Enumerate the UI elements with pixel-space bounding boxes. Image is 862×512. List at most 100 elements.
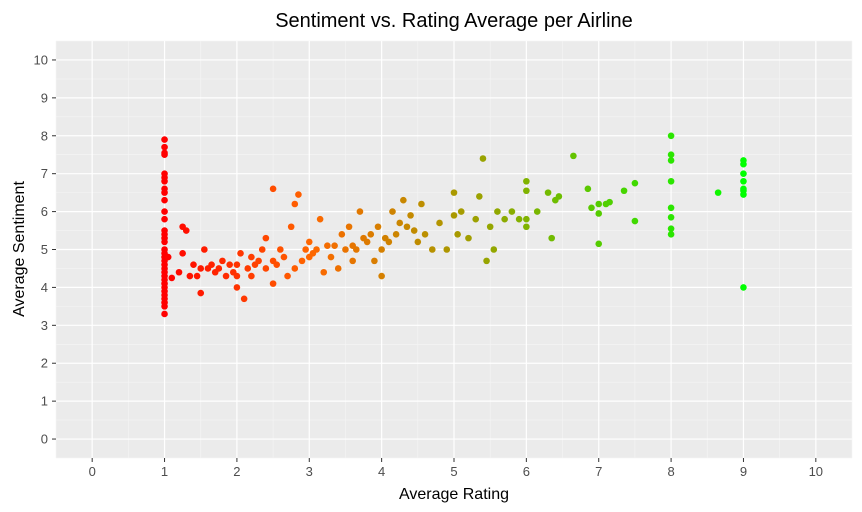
data-point: [367, 231, 375, 238]
data-point: [631, 179, 639, 187]
data-point: [378, 272, 385, 280]
x-tick-label: 0: [89, 464, 96, 479]
data-point: [320, 268, 328, 276]
data-point: [486, 223, 494, 231]
data-point: [667, 177, 675, 185]
data-point: [515, 215, 523, 223]
data-point: [450, 189, 458, 196]
data-point: [201, 246, 208, 253]
data-point: [410, 227, 418, 234]
data-point: [472, 215, 480, 223]
data-point: [353, 246, 360, 253]
data-point: [667, 231, 675, 238]
data-point: [378, 246, 385, 253]
data-point: [287, 223, 295, 231]
x-tick-label: 10: [809, 464, 823, 479]
data-point: [465, 234, 472, 242]
data-point: [295, 191, 302, 198]
data-point: [523, 223, 530, 231]
data-point: [248, 253, 255, 261]
data-point: [414, 238, 422, 246]
data-point: [219, 257, 226, 265]
data-point: [161, 136, 168, 143]
data-point: [606, 198, 613, 206]
y-tick-label: 7: [41, 166, 48, 181]
data-point: [389, 208, 396, 215]
data-point: [262, 265, 270, 272]
data-point: [161, 215, 168, 223]
data-point: [385, 238, 393, 246]
data-point: [233, 284, 241, 291]
data-point: [237, 249, 244, 257]
data-point: [161, 151, 168, 159]
data-point: [555, 193, 563, 200]
y-tick-label: 8: [41, 128, 48, 143]
data-point: [324, 242, 331, 250]
data-point: [740, 160, 747, 168]
data-point: [490, 246, 498, 253]
data-point: [740, 170, 747, 177]
data-point: [233, 272, 241, 280]
data-point: [740, 191, 747, 198]
data-point: [284, 272, 291, 280]
data-point: [277, 246, 284, 253]
data-point: [197, 265, 205, 272]
data-point: [313, 246, 320, 253]
data-point: [740, 284, 747, 291]
data-point: [161, 189, 168, 196]
data-point: [450, 212, 458, 219]
data-point: [161, 143, 168, 151]
x-axis-title: Average Rating: [399, 486, 509, 503]
data-point: [400, 196, 407, 204]
data-point: [363, 238, 371, 246]
data-point: [494, 208, 501, 215]
data-point: [533, 208, 541, 215]
data-point: [291, 265, 299, 272]
data-point: [595, 240, 603, 248]
data-point: [667, 132, 675, 140]
y-tick-label: 1: [41, 394, 48, 409]
data-point: [168, 274, 176, 282]
y-tick-label: 5: [41, 242, 48, 257]
y-axis-title: Average Sentiment: [11, 181, 28, 317]
data-point: [428, 246, 436, 253]
data-point: [269, 185, 277, 193]
x-tick-label: 8: [667, 464, 674, 479]
data-point: [418, 200, 425, 208]
data-point: [595, 210, 603, 217]
data-point: [548, 234, 555, 242]
data-point: [316, 215, 324, 223]
x-tick-label: 6: [523, 464, 530, 479]
data-point: [233, 261, 241, 268]
data-point: [161, 196, 168, 204]
data-point: [443, 246, 451, 253]
x-tick-label: 2: [233, 464, 240, 479]
data-point: [161, 177, 168, 185]
data-point: [356, 208, 364, 215]
data-point: [667, 157, 675, 164]
data-point: [392, 231, 400, 238]
data-point: [215, 265, 223, 272]
data-point: [501, 215, 508, 223]
data-point: [454, 231, 461, 238]
data-point: [186, 272, 194, 280]
x-axis: 0 1 2 3 4 5 6 7 8 9 10: [89, 458, 823, 479]
data-point: [305, 238, 313, 246]
data-point: [667, 213, 675, 221]
data-point: [570, 152, 577, 160]
y-tick-label: 4: [41, 280, 48, 295]
x-tick-label: 7: [595, 464, 602, 479]
data-point: [457, 208, 465, 215]
y-tick-label: 9: [41, 90, 48, 105]
data-point: [248, 272, 255, 280]
data-point: [544, 189, 552, 196]
data-point: [190, 261, 197, 268]
data-point: [291, 200, 299, 208]
data-point: [588, 204, 595, 212]
data-point: [523, 177, 530, 185]
data-point: [523, 187, 530, 195]
data-point: [208, 261, 215, 268]
data-point: [269, 280, 277, 287]
data-point: [226, 261, 233, 268]
data-point: [222, 272, 230, 280]
